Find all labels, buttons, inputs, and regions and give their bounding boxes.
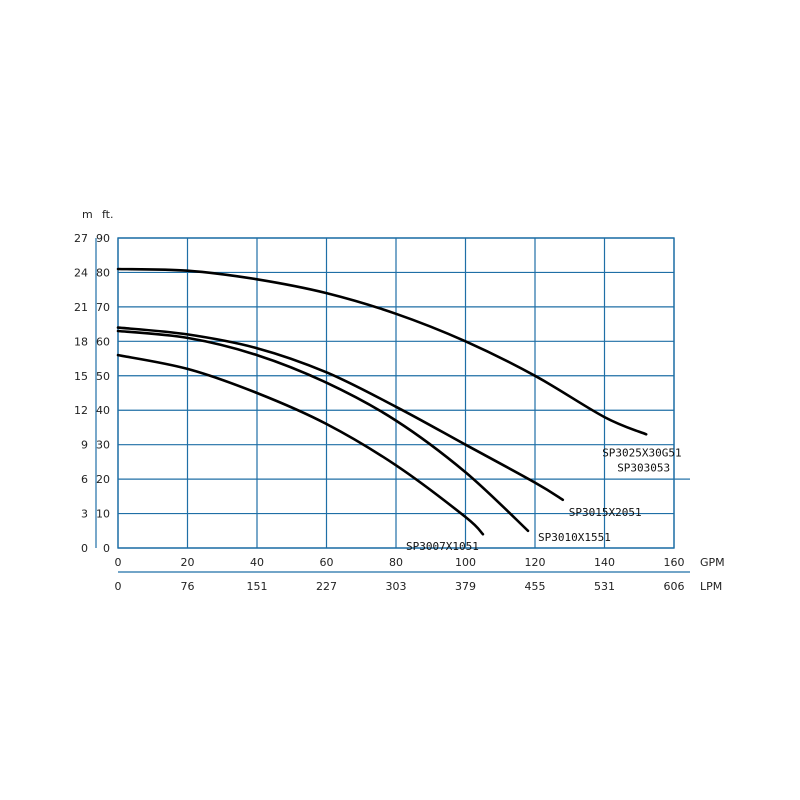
series-label: SP303053: [617, 461, 670, 474]
y-tick-label-ft: 30: [96, 439, 110, 452]
curve-sp3007x1051: [116, 353, 485, 536]
series-label: SP3010X1551: [538, 531, 611, 544]
y-tick-label-m: 3: [81, 508, 88, 521]
x-tick-label-gpm: 100: [455, 556, 476, 569]
y-tick-label-m: 15: [74, 370, 88, 383]
curves: [116, 267, 648, 536]
y-tick-label-m: 9: [81, 439, 88, 452]
x-tick-label-gpm: 140: [594, 556, 615, 569]
y-tick-label-m: 18: [74, 335, 88, 348]
curve-sp3015x2051: [116, 326, 565, 502]
grid: [117, 237, 690, 549]
x-tick-label-gpm: 160: [664, 556, 685, 569]
x-tick-label-gpm: 0: [115, 556, 122, 569]
x-tick-label-gpm: 120: [525, 556, 546, 569]
y-tick-label-ft: 0: [103, 542, 110, 555]
curve-sp3025x30g51: [116, 267, 648, 436]
series-label: SP3015X2051: [569, 506, 642, 519]
x-tick-label-lpm: 76: [181, 580, 195, 593]
x-tick-label-lpm: 303: [386, 580, 407, 593]
y-tick-label-m: 27: [74, 232, 88, 245]
y-tick-label-ft: 10: [96, 508, 110, 521]
x-tick-label-gpm: 60: [320, 556, 334, 569]
y-tick-label-m: 6: [81, 473, 88, 486]
y-tick-label-m: 0: [81, 542, 88, 555]
curve-labels: SP3007X1051 SP3010X1551 SP3015X2051 SP3025X…: [406, 446, 682, 553]
y-tick-label-ft: 50: [96, 370, 110, 383]
x-unit-gpm: GPM: [700, 556, 725, 569]
x-tick-label-lpm: 531: [594, 580, 615, 593]
y-tick-label-ft: 40: [96, 404, 110, 417]
x-unit-lpm: LPM: [700, 580, 722, 593]
y-tick-label-m: 21: [74, 301, 88, 314]
x-tick-label-lpm: 379: [455, 580, 476, 593]
axes: 9027802470216018501540123092061030000207…: [74, 232, 690, 593]
y-tick-label-ft: 60: [96, 335, 110, 348]
x-tick-label-lpm: 151: [247, 580, 268, 593]
y-tick-label-m: 12: [74, 404, 88, 417]
x-tick-label-lpm: 455: [525, 580, 546, 593]
y-tick-label-ft: 90: [96, 232, 110, 245]
y-tick-label-ft: 20: [96, 473, 110, 486]
y-unit-m: m: [82, 208, 93, 221]
series-label: SP3025X30G51: [602, 446, 681, 459]
x-tick-label-lpm: 606: [664, 580, 685, 593]
x-tick-label-gpm: 20: [181, 556, 195, 569]
plot-frame: [117, 237, 675, 549]
x-tick-label-lpm: 227: [316, 580, 337, 593]
x-tick-label-lpm: 0: [115, 580, 122, 593]
y-tick-label-ft: 70: [96, 301, 110, 314]
y-tick-label-ft: 80: [96, 266, 110, 279]
y-tick-label-m: 24: [74, 266, 88, 279]
x-tick-label-gpm: 40: [250, 556, 264, 569]
y-unit-ft: ft.: [102, 208, 114, 221]
curve-sp3010x1551: [116, 329, 530, 533]
series-label: SP3007X1051: [406, 540, 479, 553]
x-tick-label-gpm: 80: [389, 556, 403, 569]
